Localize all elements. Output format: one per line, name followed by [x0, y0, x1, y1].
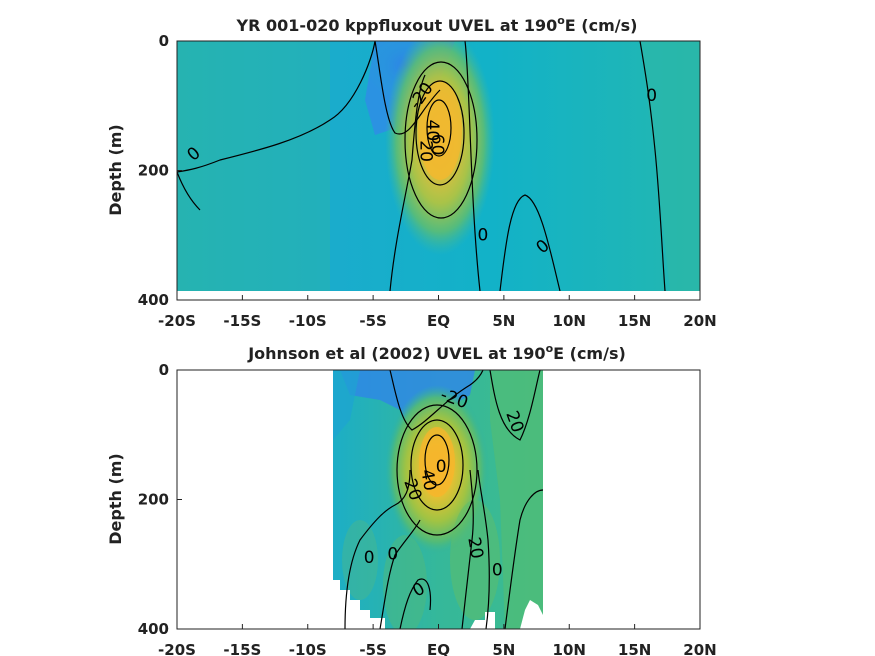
- x-tick-label: -5S: [359, 312, 386, 330]
- contour-label: 40: [416, 468, 439, 493]
- x-tick-label: -15S: [223, 641, 261, 656]
- y-tick-label: 400: [138, 620, 169, 638]
- contour-label: 60: [427, 134, 447, 156]
- panel-1-contours: [177, 41, 666, 291]
- x-tick-label: 20N: [683, 641, 716, 656]
- panel-2-data-gaps: [333, 580, 543, 629]
- y-tick-label: 400: [138, 291, 169, 309]
- panel-2-title: Johnson et al (2002) UVEL at 190oE (cm/s…: [247, 342, 626, 363]
- contour-label: 20: [415, 140, 435, 162]
- x-tick-label: EQ: [427, 312, 450, 330]
- y-tick-label: 0: [159, 32, 169, 50]
- x-tick-label: 5N: [492, 312, 515, 330]
- contour-label: 20: [463, 536, 486, 561]
- x-tick-label: 15N: [618, 641, 651, 656]
- panel-1-x-ticks: -20S -15S -10S -5S EQ 5N 10N 15N 20N: [158, 295, 717, 330]
- panel-2-x-ticks: -20S -15S -10S -5S EQ 5N 10N 15N 20N: [158, 624, 717, 656]
- contour-label: 40: [422, 120, 442, 142]
- panel-2: Johnson et al (2002) UVEL at 190oE (cm/s…: [106, 342, 717, 656]
- panel-1-field: [177, 41, 700, 291]
- panel-2-y-ticks: 0 200 400: [138, 361, 182, 638]
- panel-1-y-ticks: 0 200 400: [138, 32, 182, 309]
- contour-label: 0: [646, 86, 657, 106]
- x-tick-label: 20N: [683, 312, 716, 330]
- x-tick-label: -20S: [158, 641, 196, 656]
- x-tick-label: EQ: [427, 641, 450, 656]
- x-tick-label: -15S: [223, 312, 261, 330]
- contour-label: 0: [387, 545, 398, 565]
- x-tick-label: -5S: [359, 641, 386, 656]
- panel-2-field: [333, 370, 543, 629]
- panel-2-ylabel: Depth (m): [106, 453, 125, 545]
- panel-1: YR 001-020 kppfluxout UVEL at 190oE (cm/…: [106, 14, 717, 330]
- x-tick-label: 15N: [618, 312, 651, 330]
- panel-1-title: YR 001-020 kppfluxout UVEL at 190oE (cm/…: [236, 14, 638, 35]
- contour-label: 0: [436, 457, 447, 477]
- y-tick-label: 200: [138, 162, 169, 180]
- x-tick-label: 10N: [553, 641, 586, 656]
- x-tick-label: -10S: [289, 641, 327, 656]
- y-tick-label: 200: [138, 491, 169, 509]
- contour-label: 0: [364, 548, 375, 568]
- x-tick-label: -10S: [289, 312, 327, 330]
- contour-label: 0: [492, 561, 503, 581]
- y-tick-label: 0: [159, 361, 169, 379]
- x-tick-label: 10N: [553, 312, 586, 330]
- x-tick-label: -20S: [158, 312, 196, 330]
- contour-label: 0: [478, 225, 489, 245]
- panel-2-contours: [344, 370, 543, 629]
- x-tick-label: 5N: [492, 641, 515, 656]
- panel-1-ylabel: Depth (m): [106, 124, 125, 216]
